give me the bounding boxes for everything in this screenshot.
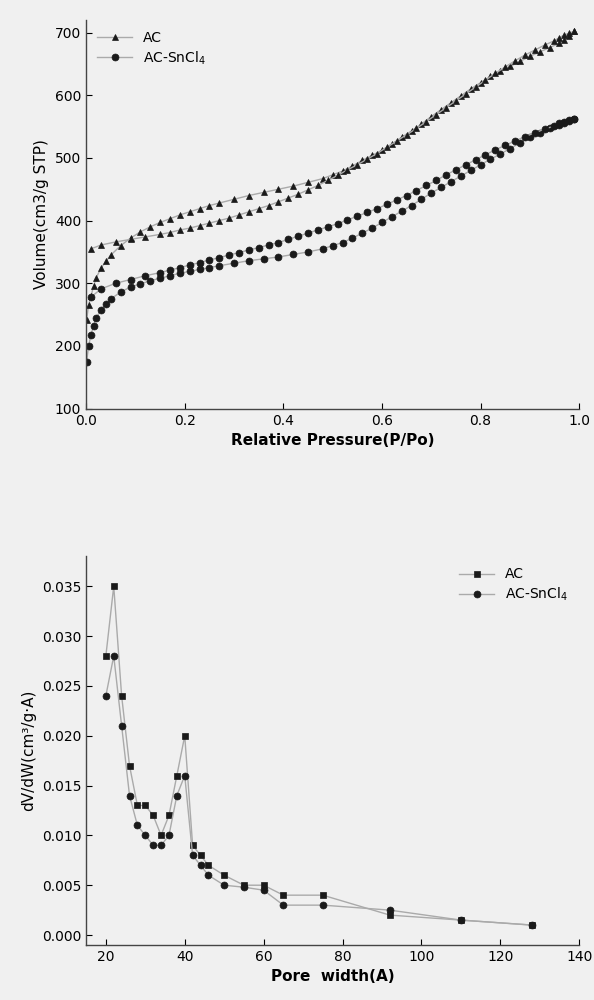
AC-SnCl$_4$ — [280, 899, 287, 911]
AC-SnCl$_4$ — [386, 904, 393, 916]
AC — [528, 919, 535, 931]
AC — [134, 799, 141, 811]
AC-SnCl$_4$ — [260, 884, 267, 896]
AC — [457, 914, 465, 926]
AC — [220, 869, 228, 881]
AC — [260, 879, 267, 891]
AC-SnCl$_4$ — [571, 113, 578, 125]
AC-SnCl$_4$ — [150, 839, 157, 851]
AC — [241, 879, 248, 891]
AC-SnCl$_4$ — [526, 131, 533, 143]
X-axis label: Relative Pressure(P/Po): Relative Pressure(P/Po) — [231, 433, 434, 448]
X-axis label: Pore  width(A): Pore width(A) — [271, 969, 394, 984]
Legend: AC, AC-SnCl$_4$: AC, AC-SnCl$_4$ — [455, 563, 572, 607]
AC — [181, 730, 188, 742]
AC — [157, 829, 165, 841]
AC — [386, 909, 393, 921]
AC-SnCl$_4$ — [319, 899, 326, 911]
AC — [102, 650, 109, 662]
AC-SnCl$_4$ — [457, 914, 465, 926]
AC — [571, 25, 578, 37]
AC — [110, 580, 117, 592]
AC — [368, 149, 375, 161]
AC-SnCl$_4$ — [467, 164, 474, 176]
AC-SnCl$_4$ — [181, 770, 188, 782]
Line: AC: AC — [83, 28, 578, 323]
AC-SnCl$_4$ — [126, 790, 133, 802]
Y-axis label: dV/dW(cm³/g·A): dV/dW(cm³/g·A) — [21, 690, 36, 811]
AC-SnCl$_4$ — [528, 919, 535, 931]
Line: AC-SnCl$_4$: AC-SnCl$_4$ — [102, 653, 535, 929]
AC — [189, 839, 196, 851]
AC — [319, 889, 326, 901]
AC — [150, 809, 157, 821]
AC — [197, 849, 204, 861]
AC-SnCl$_4$ — [142, 829, 149, 841]
AC-SnCl$_4$ — [189, 849, 196, 861]
Line: AC: AC — [102, 583, 535, 929]
AC-SnCl$_4$ — [110, 650, 117, 662]
AC-SnCl$_4$ — [134, 819, 141, 831]
AC-SnCl$_4$ — [176, 267, 184, 279]
AC — [176, 209, 184, 221]
AC — [173, 770, 181, 782]
AC-SnCl$_4$ — [102, 690, 109, 702]
AC — [526, 50, 533, 62]
AC — [142, 799, 149, 811]
Line: AC-SnCl$_4$: AC-SnCl$_4$ — [83, 116, 578, 365]
Y-axis label: Volume(cm3/g STP): Volume(cm3/g STP) — [34, 139, 49, 289]
AC-SnCl$_4$ — [83, 356, 90, 368]
AC-SnCl$_4$ — [378, 216, 386, 228]
AC-SnCl$_4$ — [220, 879, 228, 891]
AC — [378, 144, 386, 156]
AC-SnCl$_4$ — [197, 859, 204, 871]
AC — [83, 314, 90, 326]
AC — [205, 859, 212, 871]
AC-SnCl$_4$ — [241, 881, 248, 893]
AC-SnCl$_4$ — [368, 222, 375, 234]
AC — [118, 690, 125, 702]
AC-SnCl$_4$ — [173, 790, 181, 802]
AC — [280, 889, 287, 901]
AC-SnCl$_4$ — [398, 205, 405, 217]
AC-SnCl$_4$ — [157, 839, 165, 851]
AC-SnCl$_4$ — [165, 829, 172, 841]
AC-SnCl$_4$ — [118, 720, 125, 732]
AC — [398, 131, 405, 143]
AC — [165, 809, 172, 821]
AC — [126, 760, 133, 772]
AC — [467, 83, 474, 95]
AC-SnCl$_4$ — [205, 869, 212, 881]
Legend: AC, AC-SnCl$_4$: AC, AC-SnCl$_4$ — [93, 27, 210, 71]
